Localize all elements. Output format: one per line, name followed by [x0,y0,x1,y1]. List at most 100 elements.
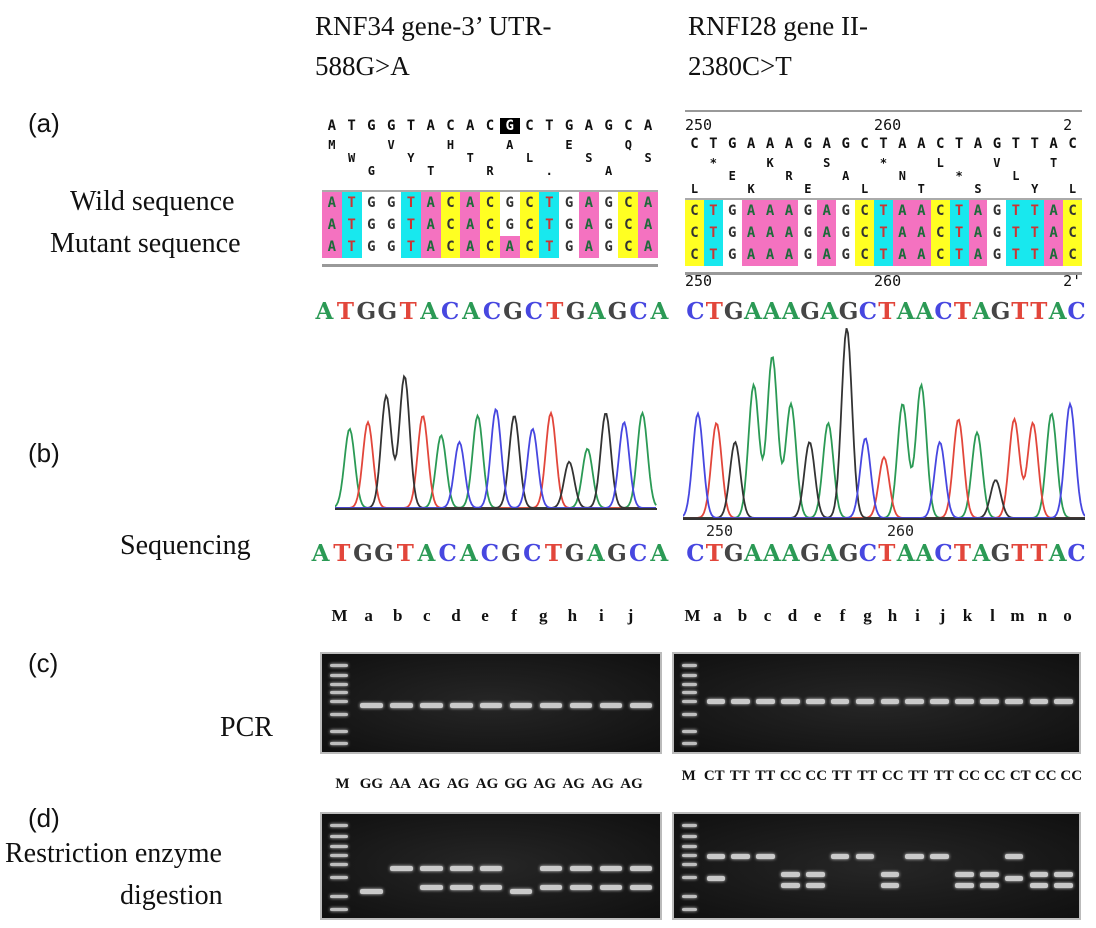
aligned-base: A [638,214,658,236]
ladder-band [681,876,697,880]
base-C: C [1067,298,1086,325]
aligned-base: G [598,214,619,236]
consensus-base: T [709,136,718,152]
consensus-base: A [643,118,653,134]
base-A: A [820,540,839,567]
sample-band [781,872,800,878]
aligned-base: A [460,236,481,258]
sample-band [781,699,800,705]
base-A: A [420,298,439,325]
ladder-band [330,824,349,828]
chrom-number-260: 260 [887,522,915,540]
amino-acid: S [585,151,593,165]
aligned-base: T [341,192,362,214]
sample-band [706,699,726,705]
lane-label: e [481,606,489,625]
base-T: T [878,298,896,325]
aligned-base: G [836,200,856,222]
sample-band [706,876,726,882]
aligned-base: A [779,244,799,266]
sample-band [930,699,949,705]
base-A: A [650,540,669,567]
sample-band [955,699,974,705]
sample-band [979,872,999,878]
base-G: G [800,298,820,325]
aligned-base: C [855,244,875,266]
sample-band [781,882,800,888]
ladder-band [681,853,697,857]
aligned-base: A [460,214,481,236]
base-T: T [705,540,723,567]
sample-band [420,884,443,890]
left-title-line2: 588G>A [315,51,410,81]
consensus-base: G [728,136,737,152]
aligned-base: A [911,244,931,266]
aligned-base: A [968,222,988,244]
aligned-base: A [1044,200,1064,222]
base-T: T [1030,540,1048,567]
base-A: A [586,540,605,567]
aligned-base: A [779,222,799,244]
sample-band [539,703,563,708]
sample-band [569,884,593,890]
sample-band [1029,882,1049,888]
sample-band [420,703,443,708]
aligned-base: C [855,222,875,244]
lane-label: i [915,606,920,625]
base-C: C [686,298,705,325]
lane-label: g [863,606,872,625]
right-pcr-gel [672,652,1081,754]
aligned-base: G [361,192,382,214]
amino-acid: L [936,156,944,170]
sample-band [450,703,473,708]
sample-band [855,699,875,705]
lane-label: a [364,606,373,625]
amino-acid: Q [624,138,632,152]
ladder-band [681,730,697,734]
amino-acid: R [785,169,793,183]
aligned-base: T [1025,200,1045,222]
lane-label: h [887,606,898,625]
ladder-band [681,673,697,677]
base-A: A [743,298,762,325]
aligned-base: T [341,236,362,258]
mutant-sequence-label: Mutant sequence [50,228,241,259]
base-G: G [723,298,744,325]
aligned-base: T [874,222,893,244]
sample-band [1054,882,1074,888]
base-T: T [1011,298,1029,325]
base-A: A [762,540,781,567]
base-G: G [607,540,627,567]
consensus-base: T [545,118,554,134]
base-T: T [1011,540,1029,567]
ladder-band [330,730,349,734]
aligned-base: A [420,236,441,258]
alignment-top-rule [685,110,1082,112]
sample-band [830,853,850,859]
aligned-base: C [930,244,950,266]
lane-label: o [1063,606,1072,625]
aligned-base: A [817,222,837,244]
aligned-base: T [539,214,560,236]
sample-band [905,699,924,705]
amino-acid: L [690,182,699,196]
consensus-base: T [347,118,356,134]
amino-acid: N [898,169,906,183]
base-G: G [353,540,373,567]
aligned-base: G [987,222,1007,244]
sample-band [390,703,413,708]
base-A: A [1048,298,1067,325]
aligned-base: G [987,200,1007,222]
base-A: A [587,298,606,325]
trace-G [683,328,1085,519]
aligned-base: G [361,214,382,236]
base-T: T [705,298,723,325]
aligned-base: A [892,200,912,222]
aligned-base: T [1025,244,1045,266]
base-A: A [1048,540,1067,567]
aligned-base: G [499,214,520,236]
base-G: G [800,540,820,567]
aligned-base: C [440,192,461,214]
alignment-frame [685,198,1082,275]
position-number: 250 [685,116,713,134]
